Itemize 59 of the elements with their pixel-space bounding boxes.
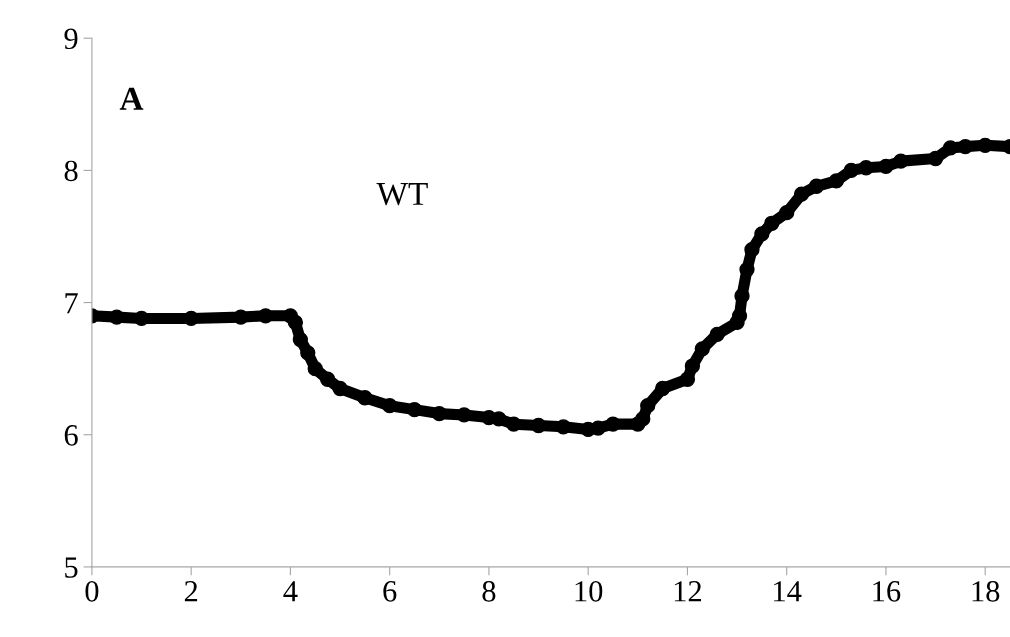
- point: [734, 288, 750, 304]
- point: [927, 150, 944, 167]
- point: [287, 314, 304, 331]
- point: [654, 380, 671, 397]
- point: [319, 371, 336, 387]
- point: [828, 173, 844, 189]
- point: [858, 160, 874, 176]
- point: [530, 417, 547, 434]
- point: [635, 411, 651, 427]
- x-tick-label: 12: [674, 581, 702, 602]
- x-tick-label: 14: [774, 581, 802, 602]
- y-tick-label: 8: [64, 160, 78, 182]
- y-tick-label: 6: [64, 425, 78, 446]
- point: [491, 411, 507, 427]
- point: [233, 309, 249, 325]
- point: [406, 401, 423, 418]
- point: [694, 341, 710, 357]
- point: [590, 420, 606, 436]
- point: [957, 138, 973, 155]
- point: [640, 398, 656, 414]
- point: [357, 390, 373, 406]
- point: [709, 326, 725, 342]
- point: [109, 309, 125, 325]
- x-tick-label: 4: [283, 581, 298, 602]
- point: [605, 416, 621, 432]
- point: [300, 345, 316, 361]
- point: [878, 158, 894, 175]
- point: [764, 215, 780, 231]
- point: [754, 226, 770, 242]
- y-tick-label: 9: [64, 28, 78, 50]
- point: [679, 371, 696, 387]
- point: [456, 407, 472, 423]
- point: [382, 398, 398, 414]
- point: [977, 137, 993, 153]
- point: [808, 178, 825, 194]
- point: [793, 186, 810, 202]
- y-tick-label: 7: [65, 293, 78, 314]
- x-tick-label: 18: [972, 581, 1000, 602]
- point: [684, 358, 701, 374]
- x-tick-label: 10: [575, 581, 603, 602]
- point: [739, 261, 755, 278]
- x-tick-label: 8: [482, 581, 496, 602]
- x-tick-label: 16: [873, 581, 901, 602]
- x-tick-label: 6: [383, 581, 397, 602]
- point: [731, 308, 748, 324]
- y-tick-label: 5: [65, 557, 78, 578]
- point: [506, 416, 522, 432]
- point: [893, 153, 909, 169]
- point: [431, 405, 447, 422]
- point: [744, 242, 760, 258]
- x-tick-label: 0: [85, 581, 99, 602]
- x-tick-label: 2: [184, 581, 198, 602]
- point: [292, 331, 308, 348]
- point: [779, 205, 795, 221]
- point: [843, 162, 859, 179]
- annotation: A: [119, 87, 144, 110]
- point: [332, 380, 348, 397]
- annotation: WT: [376, 183, 428, 206]
- point: [307, 361, 323, 377]
